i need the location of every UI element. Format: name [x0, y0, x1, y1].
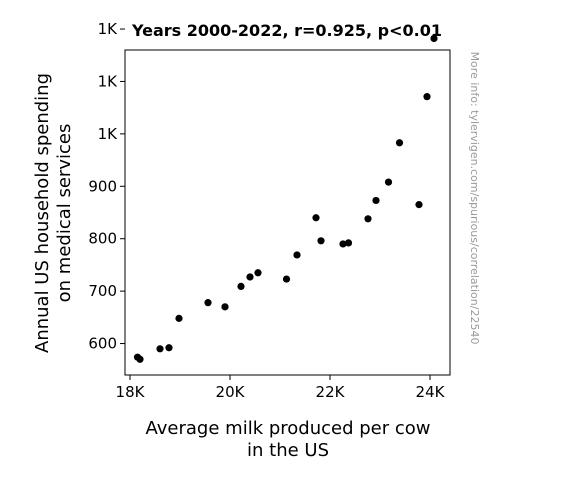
source-watermark: More info: tylervigen.com/spurious/corre…: [468, 52, 481, 345]
y-tick-label: 900: [88, 177, 117, 195]
data-point: [136, 355, 144, 363]
x-tick-label: 18K: [116, 383, 146, 401]
data-point: [312, 214, 320, 222]
data-point: [221, 303, 229, 311]
data-point: [384, 178, 393, 186]
data-point: [344, 239, 353, 247]
y-axis-ticks: 600 700 800 900 1K 1K 1K: [88, 20, 125, 353]
y-tick-label: 800: [88, 230, 117, 248]
data-point: [237, 282, 245, 291]
data-point: [372, 196, 380, 205]
y-tick-label: 600: [88, 335, 117, 353]
x-axis-label-line-2: in the US: [247, 440, 329, 461]
data-point: [175, 314, 183, 322]
data-point: [317, 237, 325, 245]
x-axis-label-line-1: Average milk produced per cow: [146, 418, 431, 439]
data-point: [204, 299, 212, 307]
data-point: [156, 345, 164, 353]
data-point: [364, 215, 372, 223]
plot-area-frame: [124, 49, 451, 376]
y-tick-label: 1K: [98, 72, 119, 90]
data-point: [293, 251, 301, 259]
y-tick-label: 1K: [98, 20, 119, 38]
y-axis-label-line-2: on medical services: [54, 124, 75, 303]
data-points: [133, 34, 438, 363]
data-point: [423, 93, 431, 101]
x-tick-label: 20K: [216, 383, 246, 401]
data-point: [395, 139, 404, 147]
data-point: [339, 240, 347, 248]
y-axis-label-line-1: Annual US household spending: [32, 73, 53, 353]
data-point: [282, 275, 291, 283]
y-tick-label: 1K: [98, 125, 119, 143]
data-point: [254, 269, 262, 277]
x-tick-label: 24K: [416, 383, 446, 401]
data-point: [246, 273, 254, 281]
chart-title: Years 2000-2022, r=0.925, p<0.01: [131, 21, 442, 40]
x-tick-label: 22K: [316, 383, 346, 401]
data-point: [430, 34, 438, 43]
data-point: [165, 344, 173, 352]
data-point: [415, 201, 423, 209]
y-tick-label: 700: [88, 282, 117, 300]
x-axis-ticks: 18K 20K 22K 24K: [116, 375, 446, 401]
